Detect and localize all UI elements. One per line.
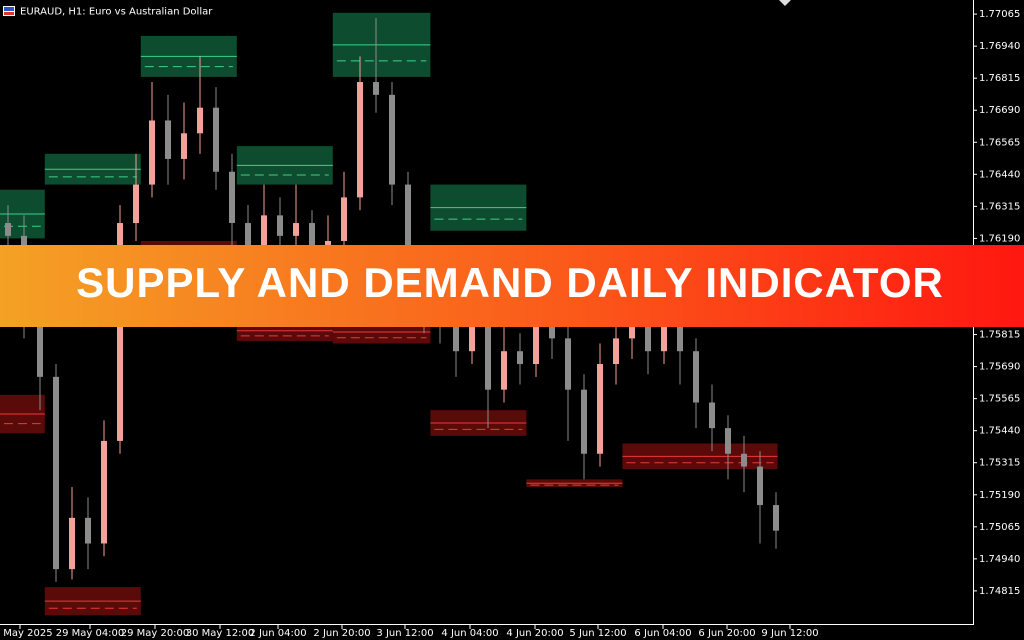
candle-body bbox=[261, 215, 267, 249]
price-label: 1.75815 bbox=[979, 330, 1020, 341]
candle-body bbox=[309, 223, 315, 262]
banner-title: SUPPLY AND DEMAND DAILY INDICATOR bbox=[76, 259, 944, 306]
candle-body bbox=[661, 325, 667, 352]
candle-body bbox=[181, 133, 187, 159]
price-label: 1.76940 bbox=[979, 41, 1020, 52]
candle-body bbox=[69, 517, 75, 570]
time-label: 4 Jun 04:00 bbox=[441, 628, 498, 639]
price-label: 1.76815 bbox=[979, 73, 1020, 84]
candle-body bbox=[773, 505, 779, 531]
price-label: 1.76315 bbox=[979, 201, 1020, 212]
plot-area bbox=[0, 12, 779, 616]
candle-body bbox=[597, 364, 603, 454]
time-label: 2 Jun 20:00 bbox=[313, 628, 370, 639]
price-label: 1.75690 bbox=[979, 362, 1020, 373]
candle-body bbox=[613, 338, 619, 365]
candle-body bbox=[405, 184, 411, 275]
candle-body bbox=[565, 338, 571, 390]
time-label: 3 Jun 12:00 bbox=[376, 628, 433, 639]
price-label: 1.77065 bbox=[979, 9, 1020, 20]
candle-body bbox=[677, 325, 683, 352]
candle-body bbox=[645, 325, 651, 352]
time-label: 2 Jun 04:00 bbox=[249, 628, 306, 639]
price-label: 1.75315 bbox=[979, 458, 1020, 469]
candle-body bbox=[85, 517, 91, 544]
candle-body bbox=[709, 402, 715, 429]
candle-body bbox=[757, 466, 763, 506]
symbol-icon-part bbox=[4, 12, 14, 15]
candle-body bbox=[741, 453, 747, 467]
shift-marker bbox=[779, 0, 791, 6]
price-label: 1.76565 bbox=[979, 137, 1020, 148]
candle-body bbox=[501, 351, 507, 390]
candle-body bbox=[357, 82, 363, 198]
candle-body bbox=[389, 94, 395, 185]
candle-body bbox=[293, 223, 299, 236]
candle-body bbox=[149, 120, 155, 185]
candle-body bbox=[581, 389, 587, 454]
candle-body bbox=[725, 428, 731, 454]
candle-body bbox=[693, 351, 699, 403]
time-label: 30 May 12:00 bbox=[186, 628, 255, 639]
time-label: 6 Jun 20:00 bbox=[698, 628, 755, 639]
price-label: 1.75565 bbox=[979, 394, 1020, 405]
candle-body bbox=[197, 107, 203, 134]
time-label: 29 May 20:00 bbox=[121, 628, 190, 639]
time-label: 29 May 04:00 bbox=[56, 628, 125, 639]
price-label: 1.74815 bbox=[979, 586, 1020, 597]
candle-body bbox=[469, 312, 475, 352]
candle-body bbox=[5, 223, 11, 236]
time-label: 5 Jun 12:00 bbox=[569, 628, 626, 639]
price-label: 1.76440 bbox=[979, 169, 1020, 180]
price-label: 1.75190 bbox=[979, 490, 1020, 501]
candle-body bbox=[133, 184, 139, 224]
candle-body bbox=[277, 215, 283, 236]
chart-header: EURAUD, H1: Euro vs Australian Dollar bbox=[20, 7, 213, 18]
time-label: 9 Jun 12:00 bbox=[761, 628, 818, 639]
banner bbox=[0, 245, 1024, 327]
candle-body bbox=[165, 120, 171, 159]
time-label: 6 Jun 04:00 bbox=[634, 628, 691, 639]
candle-body bbox=[53, 376, 59, 570]
candle-body bbox=[485, 312, 491, 390]
candle-body bbox=[453, 325, 459, 352]
candle-body bbox=[229, 171, 235, 224]
candle-body bbox=[341, 197, 347, 241]
time-label: 4 Jun 20:00 bbox=[506, 628, 563, 639]
candle-body bbox=[117, 223, 123, 441]
candle-body bbox=[37, 312, 43, 377]
candle-body bbox=[517, 351, 523, 365]
candle-body bbox=[533, 312, 539, 365]
price-label: 1.74940 bbox=[979, 554, 1020, 565]
price-label: 1.75440 bbox=[979, 426, 1020, 437]
time-label: 28 May 2025 bbox=[0, 628, 53, 639]
price-label: 1.76690 bbox=[979, 105, 1020, 116]
candle-body bbox=[101, 440, 107, 544]
candle-body bbox=[629, 325, 635, 339]
candle-body bbox=[245, 223, 251, 249]
price-label: 1.76190 bbox=[979, 233, 1020, 244]
symbol-icon-part bbox=[4, 7, 14, 11]
candle-body bbox=[213, 107, 219, 172]
candle-body bbox=[373, 82, 379, 95]
price-label: 1.75065 bbox=[979, 522, 1020, 533]
